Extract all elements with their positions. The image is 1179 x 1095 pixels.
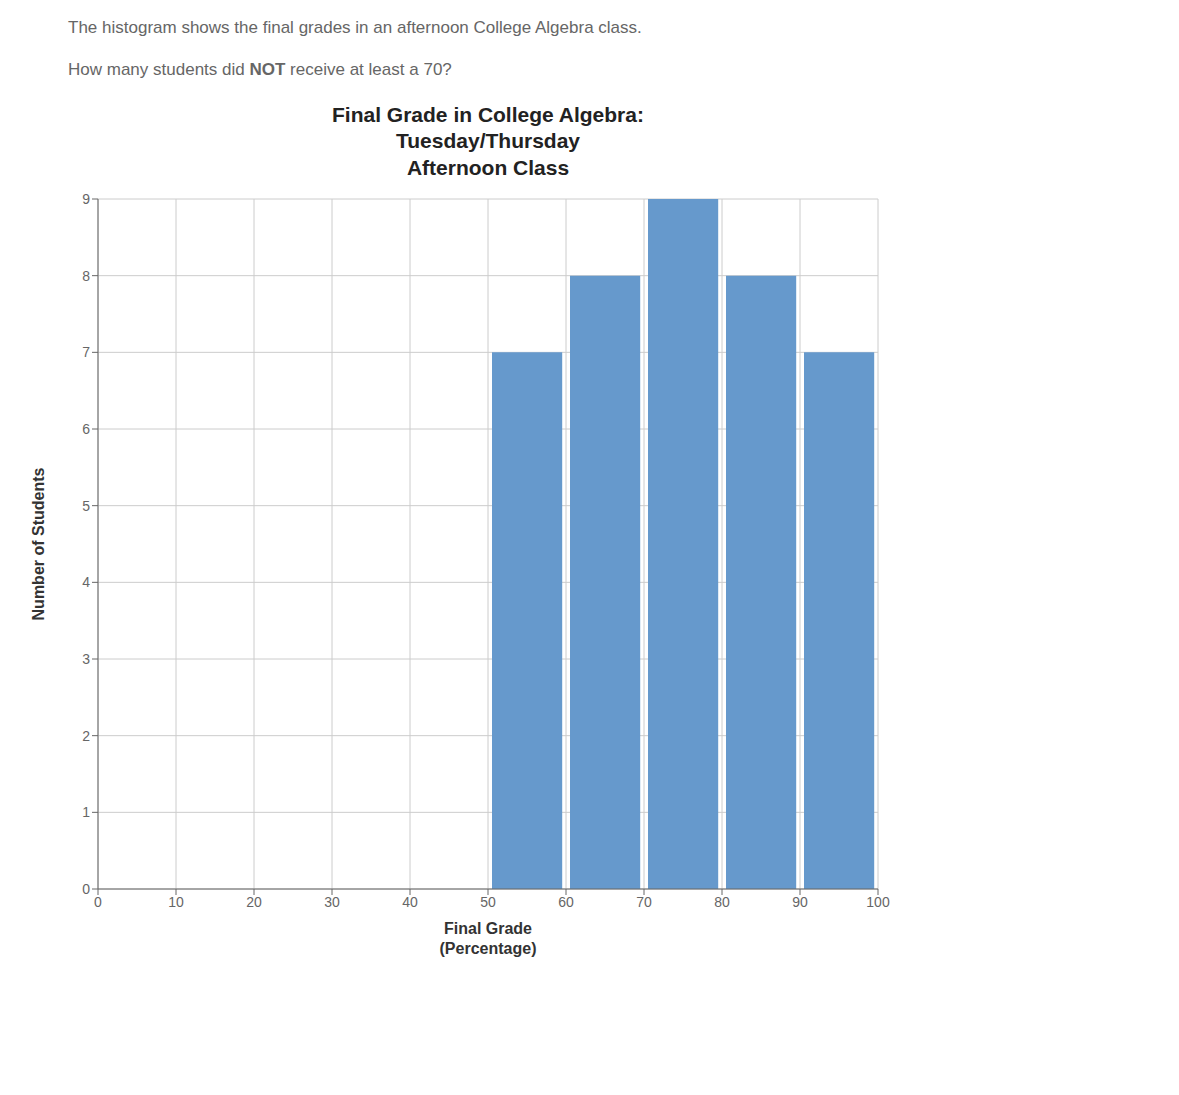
svg-text:20: 20 (246, 894, 262, 910)
svg-text:50: 50 (480, 894, 496, 910)
svg-text:100: 100 (866, 894, 890, 910)
svg-text:9: 9 (82, 191, 90, 207)
svg-text:Final Grade(Percentage): Final Grade(Percentage) (440, 920, 537, 957)
svg-text:90: 90 (792, 894, 808, 910)
svg-text:1: 1 (82, 804, 90, 820)
svg-text:60: 60 (558, 894, 574, 910)
svg-text:Number of Students: Number of Students (30, 467, 47, 620)
svg-text:10: 10 (168, 894, 184, 910)
html-text:Final Grade in College Algebra: Final Grade in College Algebra: Tuesday/… (332, 103, 644, 179)
svg-text:8: 8 (82, 267, 90, 283)
svg-text:7: 7 (82, 344, 90, 360)
html-text:How many students did NOT rece: How many students did NOT receive at lea… (68, 60, 452, 79)
html-text:The histogram shows the final: The histogram shows the final grades in … (68, 18, 642, 37)
svg-text:0: 0 (82, 881, 90, 897)
svg-text:4: 4 (82, 574, 90, 590)
svg-text:5: 5 (82, 497, 90, 513)
svg-text:3: 3 (82, 651, 90, 667)
svg-text:80: 80 (714, 894, 730, 910)
svg-text:30: 30 (324, 894, 340, 910)
svg-text:2: 2 (82, 727, 90, 743)
svg-text:70: 70 (636, 894, 652, 910)
svg-text:0: 0 (94, 894, 102, 910)
svg-text:40: 40 (402, 894, 418, 910)
svg-text:6: 6 (82, 421, 90, 437)
